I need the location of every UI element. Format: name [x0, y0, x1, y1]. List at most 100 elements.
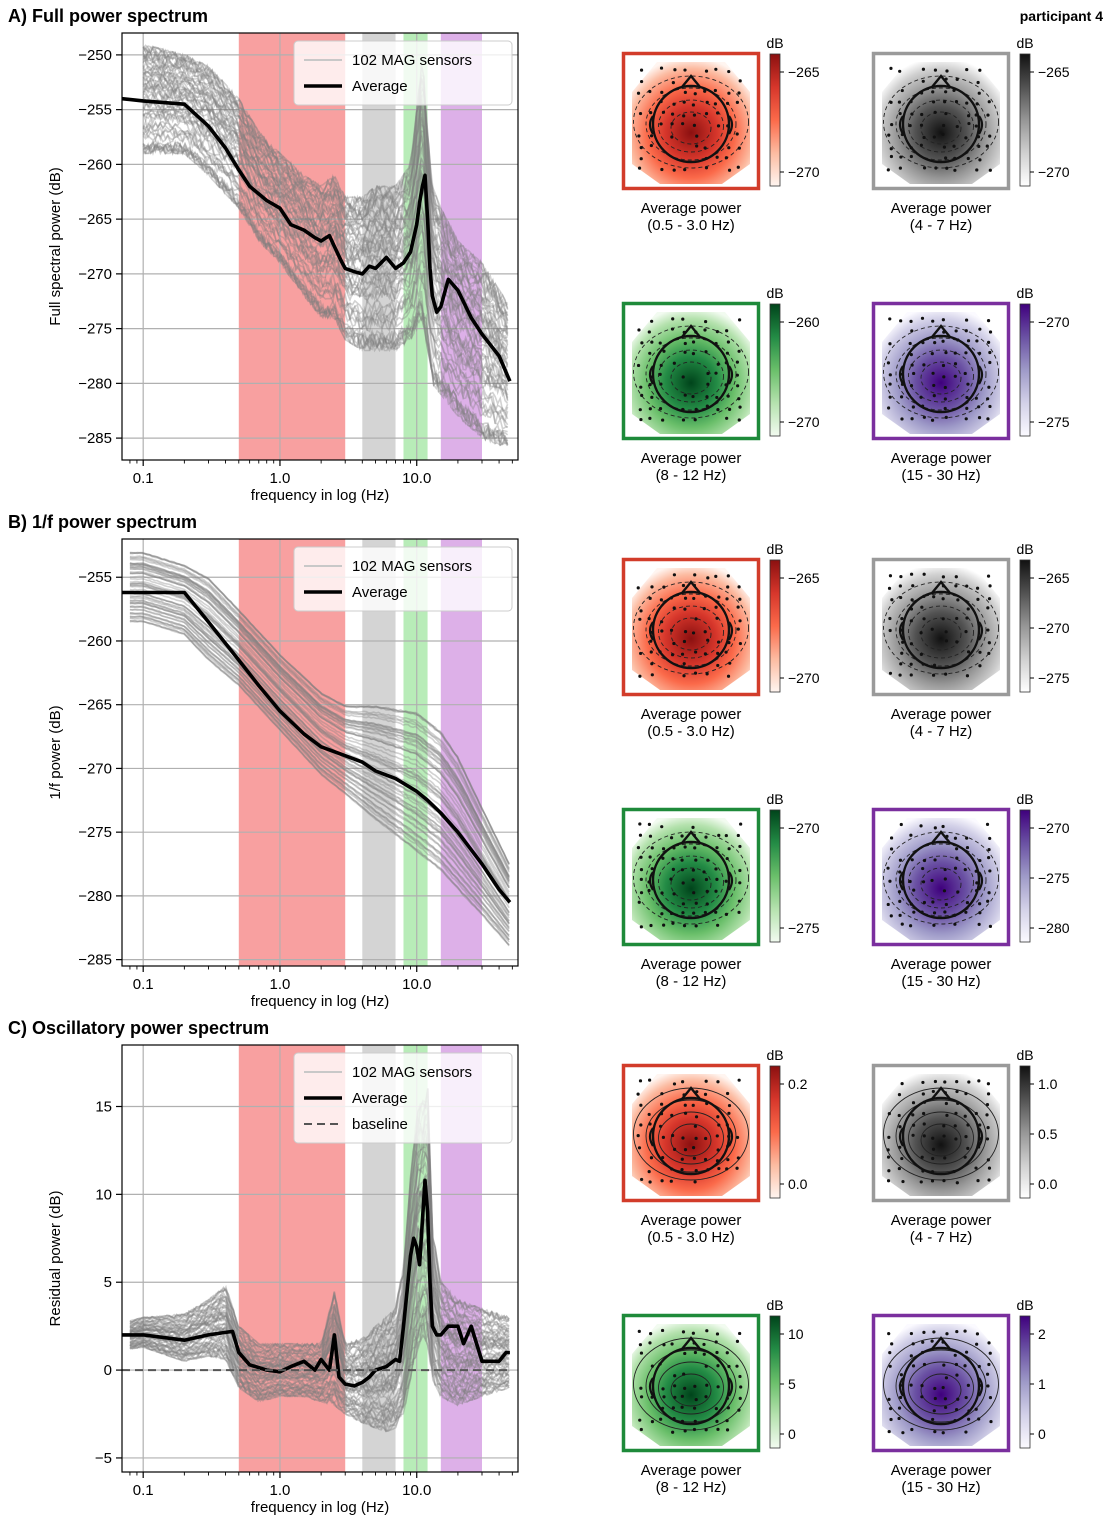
sensor-trace — [129, 1130, 510, 1363]
contour-line — [670, 361, 712, 395]
sensor-dot — [921, 79, 925, 83]
sensor-dot — [900, 880, 904, 884]
sensor-dot — [682, 639, 687, 644]
sensor-dot — [897, 1416, 901, 1421]
sensor-dot — [650, 585, 654, 589]
colorbar-tick-label: −270 — [788, 820, 820, 836]
sensor-dot — [964, 630, 968, 634]
colorbar-tick-label: −270 — [1038, 314, 1070, 330]
sensor-dot — [988, 924, 993, 928]
sensor-dot — [648, 416, 652, 420]
sensor-dot — [944, 1101, 948, 1106]
sensor-dot — [703, 89, 707, 93]
sensor-trace — [129, 1287, 510, 1410]
sensor-dot — [943, 877, 947, 881]
sensor-dot — [912, 888, 916, 892]
sensor-trace — [142, 91, 509, 378]
sensor-dot — [735, 1135, 740, 1140]
sensor-dot — [639, 146, 643, 150]
sensor-dot — [650, 867, 654, 871]
topomap-caption-line2: (8 - 12 Hz) — [655, 1479, 727, 1496]
sensor-dot — [898, 1125, 902, 1129]
topomap-caption: Average power (15 - 30 Hz) — [856, 956, 1026, 990]
sensor-dot — [691, 1331, 695, 1335]
colorbar-unit: dB — [1016, 541, 1033, 557]
sensor-dot — [952, 1169, 956, 1174]
sensor-dot — [680, 1394, 684, 1398]
colorbar-tick-label: −260 — [788, 314, 820, 330]
sensor-dot — [683, 596, 688, 600]
sensor-dot — [737, 910, 741, 914]
sensor-trace — [142, 140, 509, 436]
sensor-dot — [887, 1332, 891, 1336]
sensor-trace — [129, 1207, 510, 1387]
colorbar-unit: dB — [1016, 1297, 1033, 1313]
sensor-dot — [945, 1113, 949, 1117]
sensor-dot — [727, 69, 731, 74]
sensor-trace — [129, 555, 510, 869]
sensor-dot — [636, 363, 641, 368]
y-tick-label: −280 — [78, 375, 112, 392]
sensor-trace — [129, 612, 510, 937]
sensor-dot — [944, 672, 948, 676]
sensor-dot — [648, 1122, 652, 1126]
sensor-dot — [637, 134, 641, 138]
colorbar-tick-label: −270 — [788, 414, 820, 430]
sensor-trace — [129, 575, 510, 893]
sensor-trace — [129, 1241, 510, 1396]
sensor-dot — [639, 157, 643, 161]
sensor-dot — [693, 573, 697, 577]
contour-line — [670, 867, 712, 901]
sensor-dot — [921, 662, 925, 666]
sensor-dot — [717, 595, 721, 599]
y-tick-label: 15 — [95, 1099, 112, 1116]
sensor-dot — [637, 900, 641, 904]
sensor-dot — [977, 1417, 981, 1421]
y-tick-label: −275 — [78, 321, 112, 338]
sensor-dot — [941, 1431, 945, 1435]
sensor-dot — [692, 1427, 697, 1432]
topomap-a-2: dB −260 −270 — [621, 280, 822, 455]
topomap-caption: Average power (8 - 12 Hz) — [606, 956, 776, 990]
sensor-dot — [640, 341, 644, 345]
sensor-dot — [909, 146, 913, 150]
sensor-dot — [975, 102, 979, 106]
sensor-dot — [945, 834, 949, 838]
sensor-trace — [129, 1088, 510, 1349]
sensor-dot — [977, 1145, 981, 1149]
sensor-dot — [659, 1417, 663, 1421]
sensor-dot — [899, 574, 903, 579]
sensor-dot — [943, 1091, 947, 1095]
sensor-dot — [639, 868, 644, 872]
sensor-dot — [898, 69, 902, 73]
sensor-dot — [650, 340, 654, 344]
sensor-dot — [932, 595, 936, 599]
contour-line — [883, 831, 999, 925]
sensor-dot — [943, 1397, 947, 1401]
sensor-dot — [735, 1364, 739, 1368]
sensor-dot — [695, 1090, 699, 1094]
sensor-dot — [987, 847, 991, 852]
sensor-dot — [683, 1111, 688, 1115]
sensor-dot — [737, 397, 741, 401]
sensor-trace — [129, 1189, 510, 1378]
sensor-dot — [988, 360, 992, 365]
sensor-dot — [977, 144, 981, 148]
sensor-dot — [963, 1364, 967, 1368]
sensor-dot — [911, 1342, 915, 1346]
right-ear — [978, 1127, 984, 1147]
sensor-dot — [944, 1405, 948, 1410]
sensor-dot — [956, 1397, 960, 1401]
sensor-trace — [142, 65, 509, 337]
sensor-dot — [659, 598, 663, 602]
sensor-dot — [681, 317, 685, 321]
contour-line — [633, 75, 749, 169]
sensor-dot — [680, 834, 684, 838]
sensor-dot — [693, 1384, 697, 1388]
sensor-dot — [692, 1406, 697, 1410]
sensor-dot — [672, 1147, 677, 1151]
sensor-dot — [886, 902, 890, 907]
sensor-dot — [888, 616, 892, 621]
sensor-dot — [956, 338, 960, 342]
sensor-dot — [638, 1343, 643, 1347]
